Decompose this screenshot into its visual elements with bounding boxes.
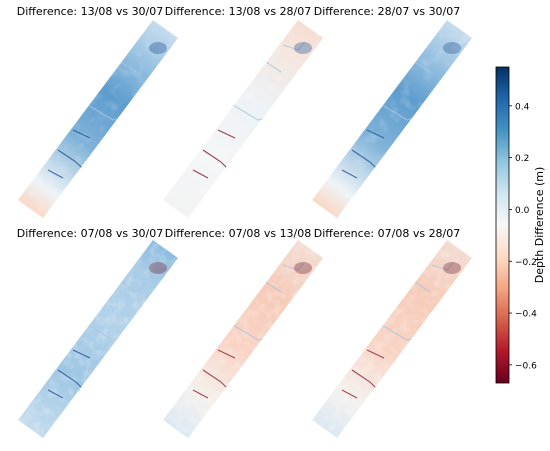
panel-title-5: Difference: 07/08 vs 13/08 <box>165 227 312 240</box>
crack-line <box>72 349 91 359</box>
panel-title-6: Difference: 07/08 vs 28/07 <box>314 227 461 240</box>
colorbar-tick-label: −0.6 <box>515 361 537 371</box>
strip-texture <box>18 20 178 218</box>
panel-title-1: Difference: 13/08 vs 30/07 <box>17 5 164 18</box>
difference-map-07-08-vs-30-07 <box>18 240 178 438</box>
difference-map-07-08-vs-13-08 <box>163 240 323 438</box>
crack-line <box>341 389 358 399</box>
strip-features <box>47 41 167 179</box>
crack-line <box>366 349 385 359</box>
colorbar-tick-label: 0.2 <box>515 154 529 164</box>
crack-line <box>192 389 209 399</box>
crack-line <box>137 41 161 51</box>
panel-title-2: Difference: 13/08 vs 28/07 <box>165 5 312 18</box>
feature-spot <box>294 262 312 274</box>
difference-map-07-08-vs-28-07 <box>312 240 472 438</box>
feature-spot <box>149 42 167 54</box>
strip-texture <box>18 240 178 438</box>
feature-spot <box>294 42 312 54</box>
strip-texture <box>163 20 323 218</box>
crack-line <box>282 41 306 51</box>
crack-line <box>431 261 455 271</box>
strip-features <box>47 261 167 399</box>
difference-map-28-07-vs-30-07 <box>312 20 472 218</box>
colorbar-tick-label: −0.2 <box>515 258 537 268</box>
crack-line <box>341 169 358 179</box>
strip-features <box>192 261 312 399</box>
crack-line <box>366 129 385 139</box>
colorbar <box>495 66 510 384</box>
difference-map-13-08-vs-30-07 <box>18 20 178 218</box>
crack-line <box>47 169 64 179</box>
strip-texture <box>163 240 323 438</box>
colorbar-label: Depth Difference (m) <box>533 167 546 284</box>
difference-map-13-08-vs-28-07 <box>163 20 323 218</box>
feature-spot <box>149 262 167 274</box>
crack-line <box>137 261 161 271</box>
panel-title-4: Difference: 07/08 vs 30/07 <box>17 227 164 240</box>
crack-line <box>282 261 306 271</box>
feature-spot <box>443 262 461 274</box>
strip-texture <box>312 240 472 438</box>
crack-line <box>217 129 236 139</box>
colorbar-tick-label: −0.4 <box>515 310 537 320</box>
crack-line <box>47 389 64 399</box>
crack-line <box>72 129 91 139</box>
crack-line <box>217 349 236 359</box>
strip-texture <box>312 20 472 218</box>
crack-line <box>192 169 209 179</box>
colorbar-tick-label: 0.0 <box>515 206 530 216</box>
colorbar-ticks: 0.4 0.2 0.0 −0.2 −0.4 −0.6 <box>509 102 537 371</box>
colorbar-tick-label: 0.4 <box>515 102 530 112</box>
panel-title-3: Difference: 28/07 vs 30/07 <box>314 5 461 18</box>
feature-spot <box>443 42 461 54</box>
crack-line <box>431 41 455 51</box>
